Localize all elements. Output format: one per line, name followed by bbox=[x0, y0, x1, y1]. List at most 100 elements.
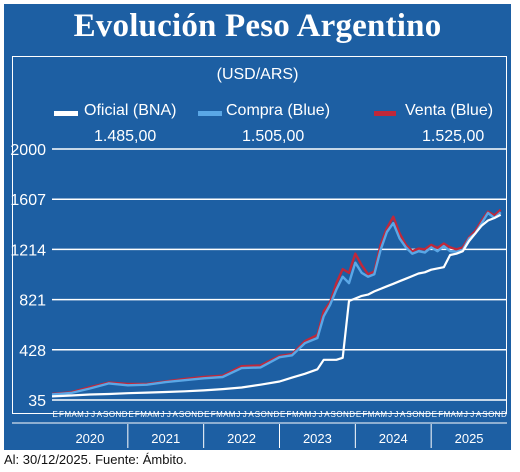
month-label: D bbox=[122, 410, 128, 419]
y-tick-label: 428 bbox=[19, 343, 46, 360]
month-label: O bbox=[488, 410, 494, 419]
y-tick-label: 2000 bbox=[10, 142, 46, 159]
legend-label-oficial: Oficial (BNA) bbox=[84, 102, 177, 119]
month-label: D bbox=[501, 410, 507, 419]
legend-swatch-compra bbox=[198, 111, 222, 116]
month-label: D bbox=[198, 410, 204, 419]
month-label: S bbox=[255, 410, 260, 419]
month-label: E bbox=[52, 410, 57, 419]
month-label: J bbox=[161, 410, 165, 419]
year-label: 2025 bbox=[455, 431, 484, 446]
year-label: 2024 bbox=[379, 431, 408, 446]
month-label: N bbox=[115, 410, 121, 419]
month-label: F bbox=[287, 410, 292, 419]
year-label: 2023 bbox=[303, 431, 332, 446]
month-label: M bbox=[292, 410, 299, 419]
month-label: D bbox=[349, 410, 355, 419]
month-label: N bbox=[419, 410, 425, 419]
month-label: J bbox=[167, 410, 171, 419]
month-label: A bbox=[147, 410, 153, 419]
month-label: A bbox=[97, 410, 103, 419]
month-label: F bbox=[438, 410, 443, 419]
month-label: N bbox=[495, 410, 501, 419]
month-label: M bbox=[216, 410, 223, 419]
month-label: A bbox=[223, 410, 229, 419]
month-label: E bbox=[356, 410, 361, 419]
month-label: J bbox=[85, 410, 89, 419]
month-label: O bbox=[109, 410, 115, 419]
legend-swatch-oficial bbox=[54, 111, 78, 116]
legend-value-venta: 1.525,00 bbox=[422, 128, 485, 145]
month-label: J bbox=[312, 410, 316, 419]
month-label: M bbox=[64, 410, 71, 419]
month-label: N bbox=[267, 410, 273, 419]
year-label: 2022 bbox=[227, 431, 256, 446]
month-label: E bbox=[432, 410, 437, 419]
month-label: M bbox=[368, 410, 375, 419]
month-label: M bbox=[305, 410, 312, 419]
month-label: A bbox=[451, 410, 457, 419]
year-label: 2021 bbox=[151, 431, 180, 446]
month-label: M bbox=[380, 410, 387, 419]
month-label: N bbox=[191, 410, 197, 419]
month-label: E bbox=[280, 410, 285, 419]
month-label: O bbox=[412, 410, 418, 419]
month-label: O bbox=[261, 410, 267, 419]
legend-value-compra: 1.505,00 bbox=[242, 128, 305, 145]
month-label: F bbox=[362, 410, 367, 419]
plot-area bbox=[12, 56, 507, 414]
month-label: F bbox=[211, 410, 216, 419]
footer-source: Al: 30/12/2025. Fuente: Ámbito. bbox=[4, 452, 187, 467]
month-label: J bbox=[394, 410, 398, 419]
month-label: E bbox=[204, 410, 209, 419]
month-label: J bbox=[243, 410, 247, 419]
series-line-compra bbox=[51, 211, 502, 396]
month-label: J bbox=[470, 410, 474, 419]
legend-swatch-venta bbox=[374, 111, 396, 116]
legend-label-compra: Compra (Blue) bbox=[226, 102, 331, 119]
month-label: M bbox=[444, 410, 451, 419]
y-tick-label: 821 bbox=[19, 293, 46, 310]
chart-title: Evolución Peso Argentino bbox=[73, 8, 442, 44]
month-label: F bbox=[59, 410, 64, 419]
series-line-oficial bbox=[51, 213, 502, 398]
month-label: A bbox=[173, 410, 179, 419]
month-label: A bbox=[400, 410, 406, 419]
month-label: J bbox=[388, 410, 392, 419]
month-label: D bbox=[425, 410, 431, 419]
month-label: A bbox=[375, 410, 381, 419]
y-tick-label: 35 bbox=[28, 393, 46, 410]
month-label: M bbox=[77, 410, 84, 419]
legend-label-venta: Venta (Blue) bbox=[405, 102, 494, 119]
chart-unit: (USD/ARS) bbox=[216, 66, 299, 83]
month-label: S bbox=[482, 410, 487, 419]
month-label: O bbox=[336, 410, 342, 419]
month-label: J bbox=[319, 410, 323, 419]
month-label: M bbox=[456, 410, 463, 419]
chart-frame: Evolución Peso Argentino (USD/ARS) Ofici… bbox=[4, 4, 511, 450]
month-label: J bbox=[464, 410, 468, 419]
month-label: A bbox=[248, 410, 254, 419]
month-label: S bbox=[179, 410, 184, 419]
y-tick-label: 1607 bbox=[10, 192, 46, 209]
month-label: M bbox=[140, 410, 147, 419]
month-label: N bbox=[343, 410, 349, 419]
month-label: F bbox=[135, 410, 140, 419]
month-label: S bbox=[406, 410, 411, 419]
month-label: A bbox=[71, 410, 77, 419]
month-label: E bbox=[128, 410, 133, 419]
month-label: J bbox=[91, 410, 95, 419]
month-label: A bbox=[324, 410, 330, 419]
month-label: O bbox=[185, 410, 191, 419]
month-label: A bbox=[476, 410, 482, 419]
legend-value-oficial: 1.485,00 bbox=[94, 128, 157, 145]
month-label: J bbox=[236, 410, 240, 419]
y-tick-label: 1214 bbox=[10, 242, 46, 259]
month-label: D bbox=[273, 410, 279, 419]
month-label: M bbox=[229, 410, 236, 419]
month-label: S bbox=[103, 410, 108, 419]
year-label: 2020 bbox=[75, 431, 104, 446]
month-label: M bbox=[153, 410, 160, 419]
month-label: A bbox=[299, 410, 305, 419]
